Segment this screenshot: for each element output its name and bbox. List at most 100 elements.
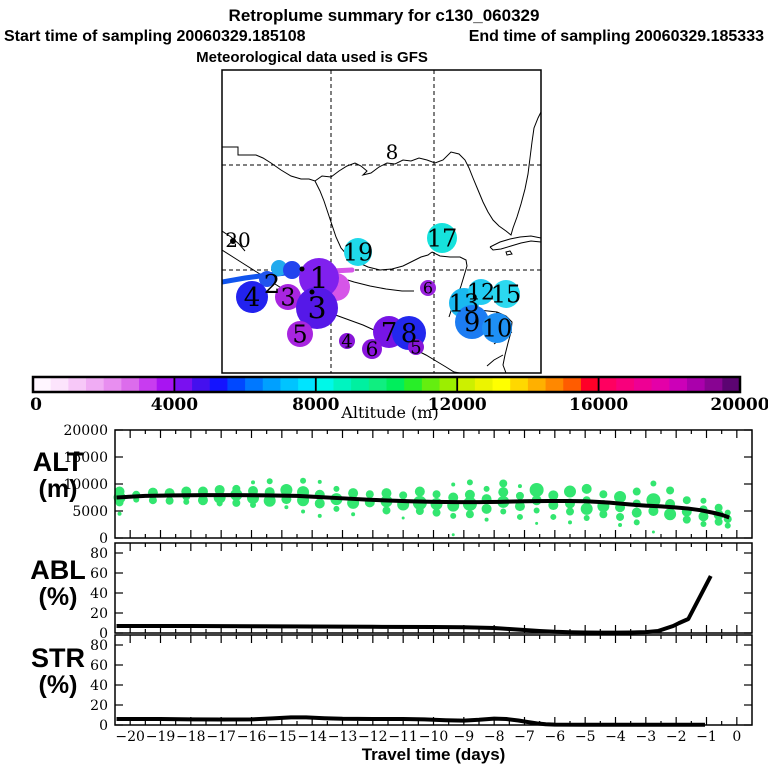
- x-tick-label: −2: [666, 729, 687, 745]
- alt-scatter-point: [351, 512, 356, 517]
- x-tick-label: −6: [545, 729, 566, 745]
- alt-scatter-point: [401, 516, 405, 520]
- colorbar-segment: [333, 377, 352, 392]
- map-point-label: 8: [386, 140, 399, 164]
- alt-scatter-point: [724, 509, 731, 516]
- alt-unit-label: (m): [38, 475, 78, 504]
- x-tick-label: −17: [206, 729, 236, 745]
- alt-scatter-point: [499, 479, 508, 488]
- colorbar-segment: [580, 377, 600, 392]
- colorbar-tick-label: 12000: [428, 395, 487, 415]
- colorbar-segment: [722, 377, 741, 392]
- alt-scatter-point: [280, 483, 293, 496]
- colorbar-segment: [68, 377, 87, 392]
- alt-scatter-point: [583, 515, 590, 522]
- x-tick-label: −15: [267, 729, 297, 745]
- map-coastline: [489, 240, 541, 251]
- alt-scatter-point: [284, 505, 289, 510]
- map-point: [271, 260, 287, 276]
- str-unit-label: (%): [38, 671, 78, 700]
- colorbar-tick-label: 0: [30, 395, 42, 415]
- colorbar-tick-label: 20000: [710, 395, 768, 415]
- alt-scatter-point: [432, 490, 441, 499]
- alt-scatter-point: [432, 508, 441, 517]
- map-point: [455, 305, 489, 339]
- map-point-label: 10: [482, 314, 513, 342]
- alt-scatter-point: [381, 488, 392, 499]
- x-tick-label: −14: [297, 729, 327, 745]
- alt-scatter-point: [700, 520, 707, 527]
- alt-scatter-point: [517, 484, 522, 489]
- colorbar-segment: [686, 377, 706, 392]
- end-time-label: End time of sampling 20060329.185333: [468, 28, 764, 45]
- map-point: [482, 313, 512, 343]
- y-tick-label: 5000: [72, 504, 108, 520]
- colorbar-segment: [315, 377, 334, 392]
- x-tick-label: −5: [575, 729, 596, 745]
- met-data-label: Meteorological data used is GFS: [196, 49, 428, 66]
- colorbar-segment: [457, 377, 476, 392]
- map-point-label: 4: [341, 331, 352, 352]
- x-tick-label: −16: [237, 729, 267, 745]
- alt-scatter-point: [714, 503, 723, 512]
- map-point-label: 3: [280, 283, 295, 311]
- y-tick-label: 0: [99, 718, 108, 734]
- colorbar-segment: [563, 377, 582, 392]
- x-tick-label: −9: [454, 729, 475, 745]
- alt-scatter-point: [216, 500, 223, 507]
- alt-scatter-point: [148, 496, 157, 505]
- panel-frame: [114, 542, 753, 634]
- colorbar-segment: [368, 377, 387, 392]
- map-coastline: [337, 276, 414, 292]
- map-point: [275, 284, 301, 310]
- alt-scatter-point: [633, 519, 640, 526]
- y-tick-label: 20: [90, 606, 108, 622]
- alt-scatter-point: [263, 494, 276, 507]
- alt-scatter-point: [483, 485, 490, 492]
- alt-scatter-point: [301, 509, 306, 514]
- x-tick-label: −8: [484, 729, 505, 745]
- alt-scatter-point: [514, 501, 525, 512]
- abl-unit-label: (%): [38, 583, 78, 612]
- alt-scatter-point: [481, 503, 492, 514]
- abl-label: ABL: [30, 555, 86, 585]
- alt-panel-label: ALT (m): [10, 448, 106, 503]
- alt-scatter-point: [450, 512, 457, 519]
- y-tick-label: 20: [90, 698, 108, 714]
- alt-scatter-point: [651, 530, 655, 534]
- alt-scatter-point: [430, 497, 443, 510]
- map-dot: [309, 289, 315, 295]
- colorbar-segment: [227, 377, 246, 392]
- colorbar-segment: [669, 377, 688, 392]
- colorbar-segment: [386, 377, 405, 392]
- x-tick-label: −10: [419, 729, 449, 745]
- map-point: [299, 258, 339, 298]
- alt-scatter-point: [317, 513, 322, 518]
- alt-scatter-point: [415, 507, 424, 515]
- map-point-label: 1: [309, 262, 328, 297]
- colorbar-segment: [262, 377, 281, 392]
- alt-scatter-point: [500, 508, 507, 515]
- alt-scatter-point: [484, 517, 489, 522]
- alt-scatter-point: [564, 485, 576, 498]
- alt-scatter-point: [466, 479, 473, 486]
- colorbar-segment: [651, 377, 670, 392]
- map-point-label: 6: [423, 279, 433, 298]
- alt-scatter-point: [616, 512, 625, 521]
- y-tick-label: 40: [90, 586, 108, 602]
- alt-scatter-point: [529, 482, 544, 497]
- map-point: [344, 238, 372, 266]
- colorbar-segment: [633, 377, 653, 392]
- alt-scatter-point: [250, 502, 257, 509]
- y-tick-label: 40: [90, 678, 108, 694]
- y-tick-label: 80: [90, 638, 108, 654]
- map-point: [408, 339, 424, 355]
- colorbar-segment: [50, 377, 69, 392]
- str-line: [116, 715, 705, 727]
- map-point-label: 6: [366, 337, 379, 361]
- map-point: [236, 281, 268, 313]
- y-tick-label: 80: [90, 546, 108, 562]
- sampling-times-line: Start time of sampling 20060329.185108 E…: [4, 28, 764, 46]
- colorbar-segment: [704, 377, 723, 392]
